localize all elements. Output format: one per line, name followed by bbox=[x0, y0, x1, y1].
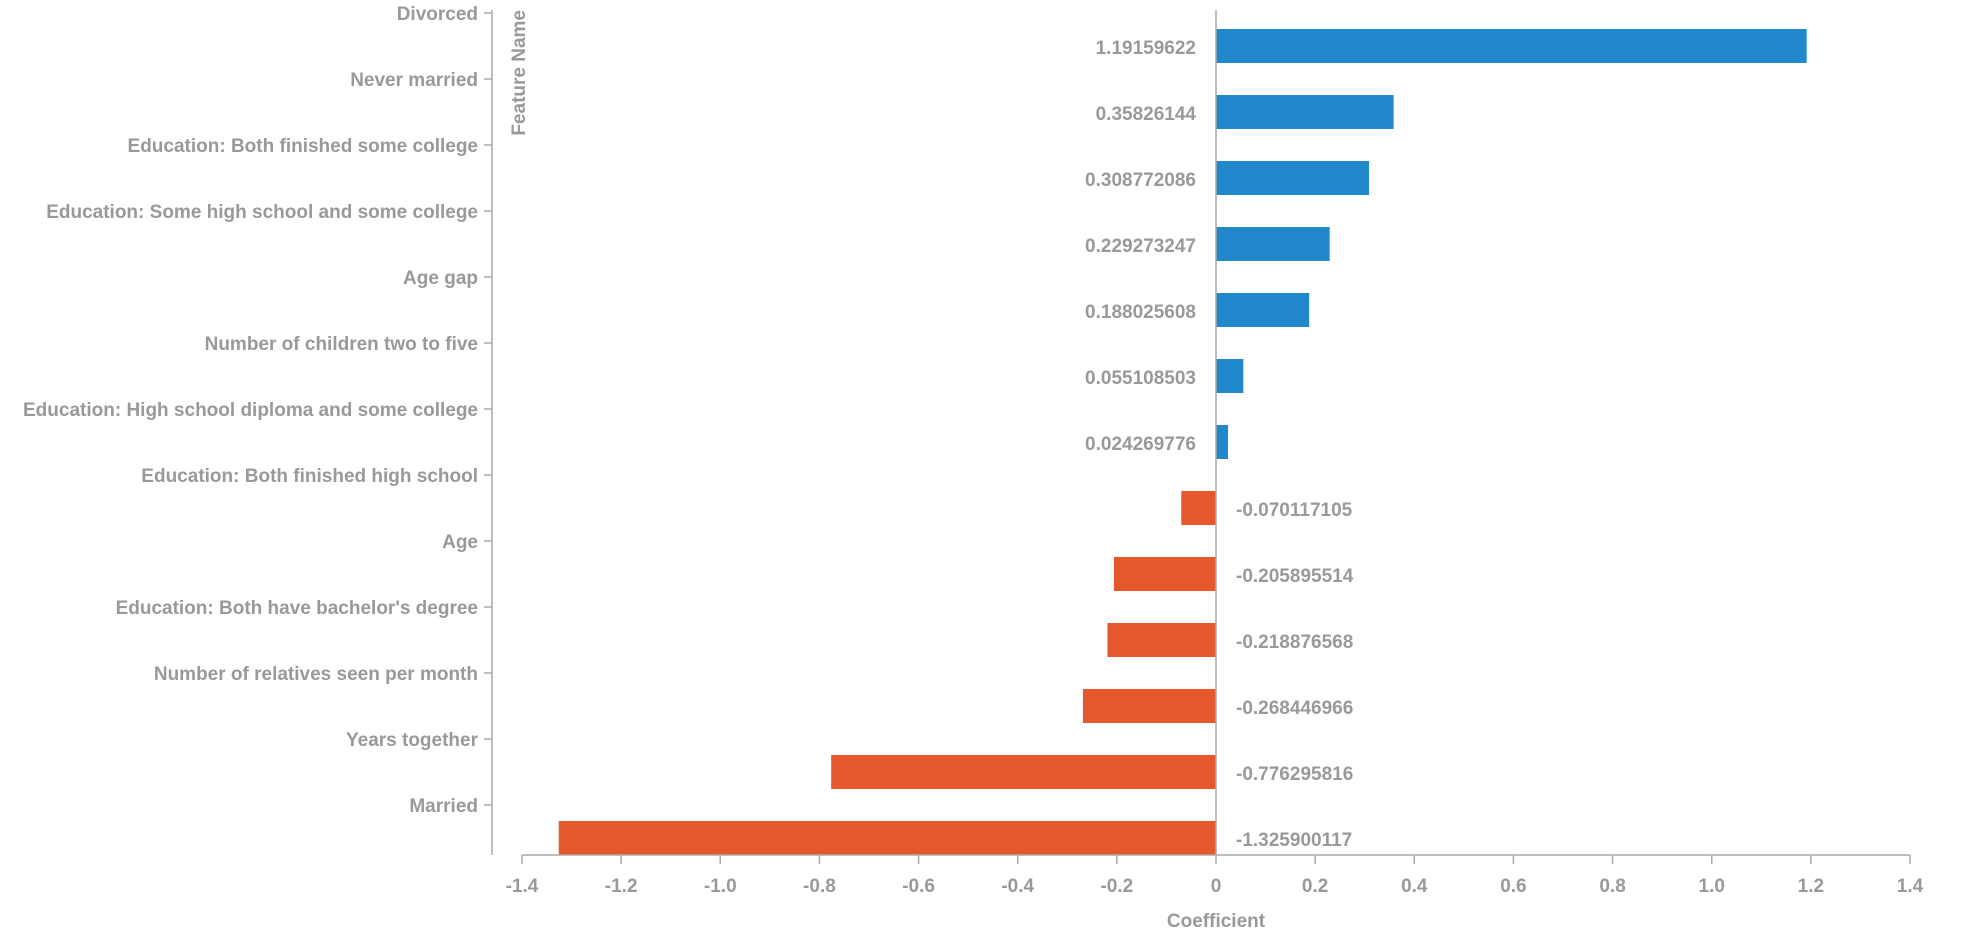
value-label-4: 0.188025608 bbox=[1085, 302, 1196, 323]
x-tick-label-12: 1.0 bbox=[1699, 876, 1725, 897]
bar-10 bbox=[1082, 689, 1216, 723]
bar-12 bbox=[558, 821, 1216, 855]
x-tick-label-7: 0 bbox=[1211, 876, 1222, 897]
y-axis-title: Feature Name bbox=[509, 10, 530, 136]
y-tick-label-3: Education: Some high school and some col… bbox=[46, 202, 478, 223]
bar-1 bbox=[1216, 95, 1394, 129]
x-tick-label-13: 1.2 bbox=[1798, 876, 1824, 897]
value-label-5: 0.055108503 bbox=[1085, 368, 1196, 389]
y-tick-label-8: Age bbox=[442, 532, 478, 553]
x-tick-label-1: -1.2 bbox=[605, 876, 638, 897]
y-tick-label-12: Married bbox=[409, 796, 478, 817]
x-tick-label-11: 0.8 bbox=[1599, 876, 1625, 897]
y-tick-label-1: Never married bbox=[350, 70, 478, 91]
x-tick-label-0: -1.4 bbox=[506, 876, 539, 897]
bar-6 bbox=[1216, 425, 1229, 459]
y-tick-label-9: Education: Both have bachelor's degree bbox=[116, 598, 478, 619]
x-tick-label-14: 1.4 bbox=[1897, 876, 1924, 897]
value-label-1: 0.35826144 bbox=[1096, 104, 1197, 125]
x-ticks-layer: -1.4 -1.2 -1.0 -0.8 -0.6 -0.4 -0.2 0 0.2 0.4 0.6 0.… bbox=[506, 855, 1924, 897]
value-label-6: 0.024269776 bbox=[1085, 434, 1196, 455]
value-label-11: -0.776295816 bbox=[1236, 764, 1353, 785]
value-label-0: 1.19159622 bbox=[1096, 38, 1196, 59]
y-tick-label-7: Education: Both finished high school bbox=[141, 466, 478, 487]
x-tick-label-6: -0.2 bbox=[1100, 876, 1133, 897]
bar-2 bbox=[1216, 161, 1370, 195]
value-label-3: 0.229273247 bbox=[1085, 236, 1196, 257]
bar-9 bbox=[1107, 623, 1216, 657]
value-label-2: 0.308772086 bbox=[1085, 170, 1196, 191]
y-tick-label-11: Years together bbox=[346, 730, 479, 751]
bar-11 bbox=[831, 755, 1216, 789]
y-tick-label-5: Number of children two to five bbox=[205, 334, 478, 355]
y-tick-label-0: Divorced bbox=[397, 4, 478, 25]
axes-layer bbox=[491, 10, 1910, 856]
x-tick-label-10: 0.6 bbox=[1500, 876, 1526, 897]
x-axis-title: Coefficient bbox=[1167, 911, 1266, 932]
value-label-10: -0.268446966 bbox=[1236, 698, 1353, 719]
bars-layer bbox=[558, 29, 1807, 855]
y-tick-label-10: Number of relatives seen per month bbox=[154, 664, 478, 685]
x-tick-label-3: -0.8 bbox=[803, 876, 836, 897]
value-label-12: -1.325900117 bbox=[1236, 830, 1352, 851]
x-tick-label-9: 0.4 bbox=[1401, 876, 1428, 897]
bar-7 bbox=[1181, 491, 1216, 525]
bar-8 bbox=[1113, 557, 1216, 591]
value-label-7: -0.070117105 bbox=[1236, 500, 1353, 521]
x-tick-label-2: -1.0 bbox=[704, 876, 737, 897]
bar-3 bbox=[1216, 227, 1330, 261]
y-tick-label-4: Age gap bbox=[403, 268, 478, 289]
bar-0 bbox=[1216, 29, 1807, 63]
x-tick-label-5: -0.4 bbox=[1001, 876, 1034, 897]
y-ticks-layer: Divorced Never married Education: Both fin… bbox=[23, 4, 492, 817]
bar-5 bbox=[1216, 359, 1244, 393]
bar-4 bbox=[1216, 293, 1310, 327]
value-labels-layer: 1.19159622 0.35826144 0.308772086 0.2292732… bbox=[1085, 38, 1354, 851]
value-label-9: -0.218876568 bbox=[1236, 632, 1353, 653]
x-tick-label-8: 0.2 bbox=[1302, 876, 1328, 897]
y-tick-label-2: Education: Both finished some college bbox=[128, 136, 478, 157]
x-tick-label-4: -0.6 bbox=[902, 876, 935, 897]
y-tick-label-6: Education: High school diploma and some … bbox=[23, 400, 478, 421]
value-label-8: -0.205895514 bbox=[1236, 566, 1354, 587]
